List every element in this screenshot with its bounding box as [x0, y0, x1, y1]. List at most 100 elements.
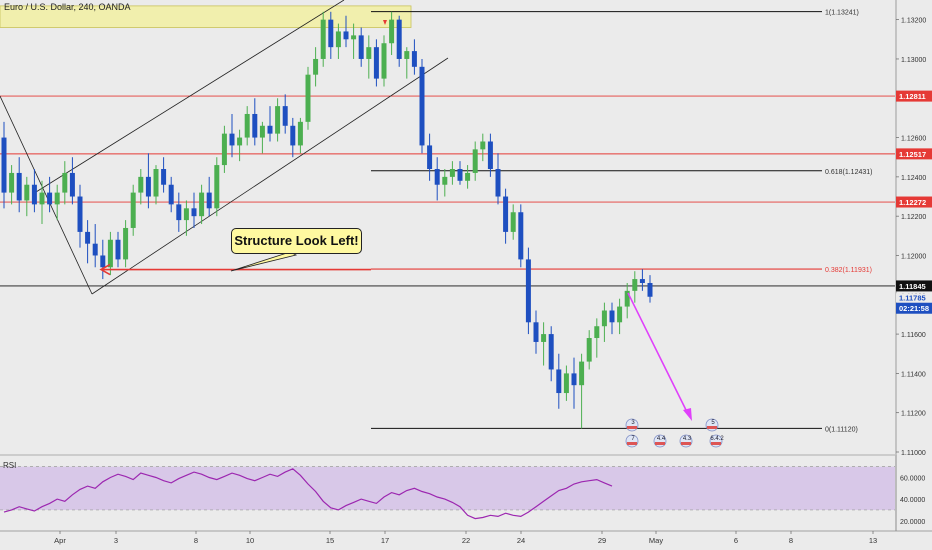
candle[interactable] [639, 269, 645, 291]
candle[interactable] [107, 231, 113, 276]
candle[interactable] [290, 117, 296, 158]
candle[interactable] [328, 11, 334, 59]
candle[interactable] [563, 365, 569, 401]
candle[interactable] [480, 133, 486, 162]
candle-body [480, 141, 486, 150]
candle[interactable] [556, 353, 562, 409]
event-badge[interactable]: 3 [625, 418, 639, 432]
candle[interactable] [351, 23, 357, 59]
candle[interactable] [457, 161, 463, 185]
event-badge[interactable]: 4.3 [679, 434, 693, 448]
candle[interactable] [624, 282, 630, 319]
event-badge[interactable]: 5 [705, 418, 719, 432]
candle[interactable] [16, 157, 22, 213]
candle[interactable] [571, 357, 577, 409]
candle[interactable] [343, 15, 349, 48]
candle[interactable] [548, 326, 554, 382]
y-tick-label: 1.13000 [901, 57, 926, 64]
candle[interactable] [465, 165, 471, 189]
candle[interactable] [518, 204, 524, 268]
candle[interactable] [601, 302, 607, 342]
candle[interactable] [31, 169, 37, 213]
candle[interactable] [419, 58, 425, 154]
candle[interactable] [495, 153, 501, 205]
candle[interactable] [373, 39, 379, 87]
candle[interactable] [442, 169, 448, 197]
candle[interactable] [123, 220, 129, 268]
candle[interactable] [647, 275, 653, 303]
candle[interactable] [487, 133, 493, 177]
candle-body [343, 31, 349, 40]
candle[interactable] [9, 165, 15, 205]
candle[interactable] [389, 11, 395, 56]
candle[interactable] [617, 298, 623, 335]
candle[interactable] [510, 204, 516, 240]
candle[interactable] [472, 141, 478, 181]
candle[interactable] [525, 247, 531, 335]
structure-callout[interactable]: Structure Look Left! [231, 228, 362, 254]
candle[interactable] [1, 121, 7, 209]
candle[interactable] [92, 224, 98, 268]
candle[interactable] [594, 318, 600, 358]
candle[interactable] [252, 98, 258, 146]
candle[interactable] [335, 23, 341, 59]
candle[interactable] [138, 169, 144, 205]
candle[interactable] [305, 66, 311, 130]
event-badge[interactable]: 4.4 [653, 434, 667, 448]
candle[interactable] [259, 121, 265, 154]
candle[interactable] [115, 231, 121, 268]
candle[interactable] [183, 200, 189, 236]
candle[interactable] [434, 157, 440, 201]
event-badge[interactable]: 6.4.2 [709, 434, 724, 448]
candle[interactable] [282, 94, 288, 134]
candle[interactable] [69, 157, 75, 205]
candle[interactable] [533, 310, 539, 354]
candle[interactable] [199, 184, 205, 225]
candle[interactable] [275, 98, 281, 142]
candle[interactable] [161, 157, 167, 193]
candle[interactable] [229, 113, 235, 158]
candle[interactable] [244, 106, 250, 146]
candle[interactable] [191, 192, 197, 228]
candle[interactable] [366, 35, 372, 79]
candle[interactable] [541, 322, 547, 366]
candle[interactable] [85, 220, 91, 264]
candle[interactable] [100, 239, 106, 280]
candle[interactable] [62, 161, 68, 205]
candle[interactable] [153, 165, 159, 205]
candle[interactable] [39, 180, 45, 225]
candle[interactable] [313, 47, 319, 87]
candle[interactable] [130, 184, 136, 236]
candle[interactable] [411, 39, 417, 75]
candle[interactable] [449, 161, 455, 185]
candle[interactable] [176, 192, 182, 232]
candle[interactable] [206, 176, 212, 217]
candle[interactable] [320, 11, 326, 67]
candle[interactable] [237, 129, 243, 162]
candle[interactable] [632, 271, 638, 303]
candle[interactable] [579, 353, 585, 429]
candle[interactable] [47, 176, 53, 213]
event-badge[interactable]: 7 [625, 434, 639, 448]
level-badge-3: 1.12272 [899, 198, 926, 207]
candle[interactable] [221, 125, 227, 173]
candle[interactable] [54, 184, 60, 221]
candle[interactable] [24, 176, 30, 217]
candle[interactable] [267, 106, 273, 142]
candle[interactable] [168, 176, 174, 213]
candle[interactable] [609, 302, 615, 335]
candle[interactable] [297, 117, 303, 154]
candle[interactable] [77, 184, 83, 248]
candle[interactable] [396, 15, 402, 67]
candle[interactable] [358, 27, 364, 67]
candle[interactable] [503, 188, 509, 244]
candle[interactable] [586, 330, 592, 370]
rsi-line[interactable] [3, 468, 613, 520]
candle[interactable] [381, 35, 387, 87]
candle[interactable] [145, 153, 151, 209]
candle[interactable] [427, 133, 433, 181]
projection-arrow-line[interactable] [627, 292, 689, 415]
candle[interactable] [404, 47, 410, 79]
candle[interactable] [214, 157, 220, 217]
